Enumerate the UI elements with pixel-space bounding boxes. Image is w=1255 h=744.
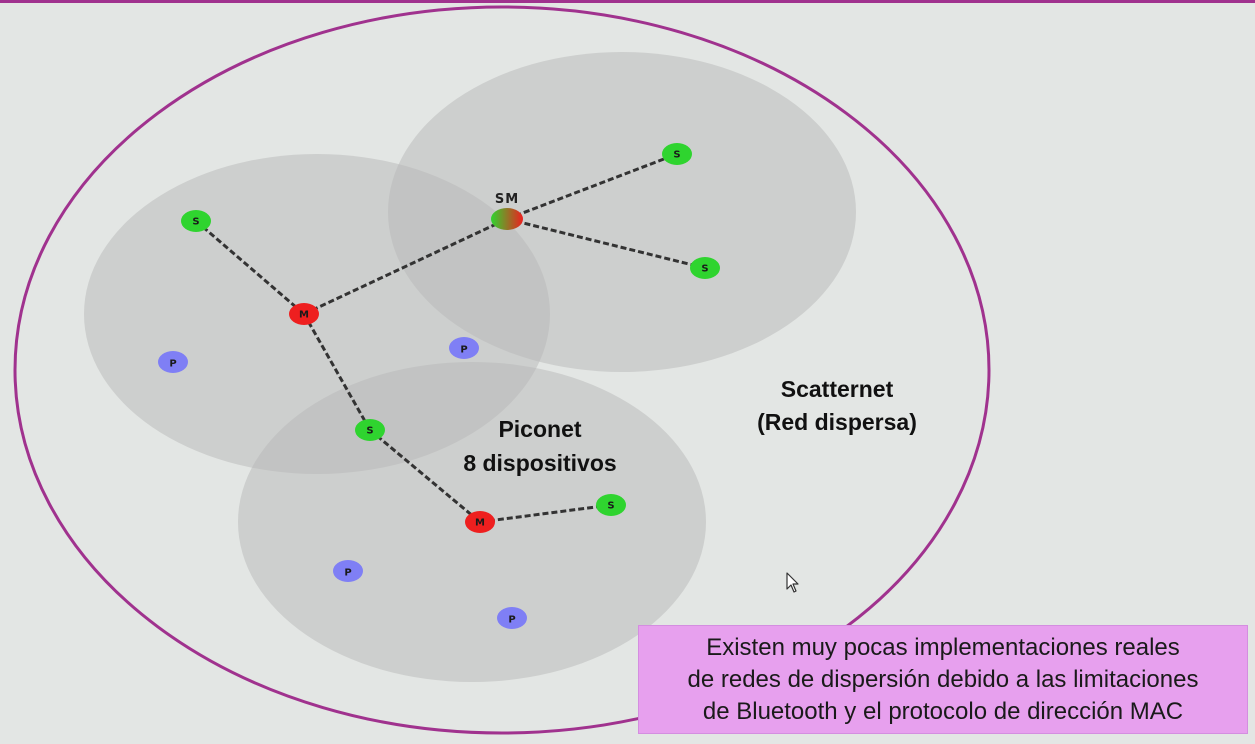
master-node: M [465,511,495,533]
slave-node: S [596,494,626,516]
svg-text:S: S [701,264,708,275]
scatternet-title: Scatternet [781,376,894,402]
svg-text:M: M [299,310,309,321]
svg-text:P: P [344,568,351,579]
parked-node: P [333,560,363,582]
piconet-area-right [388,52,856,372]
link-m1-s-mid [302,313,372,431]
piconet-title: Piconet [498,416,581,442]
scatternet-subtitle: (Red dispersa) [757,409,917,435]
note-line: de redes de dispersión debido a las limi… [687,665,1199,693]
svg-text:P: P [460,345,467,356]
slave-master-node: SM [491,192,523,230]
svg-text:M: M [475,518,485,529]
top-border [0,0,1255,3]
note-line: de Bluetooth y el protocolo de dirección… [702,697,1184,725]
parked-node: P [497,607,527,629]
link-sm-s-right [506,217,706,270]
svg-text:S: S [192,217,199,228]
svg-text:S: S [673,150,680,161]
link-m1-s-top [195,219,305,316]
master-node: M [289,303,319,325]
note-box: Existen muy pocas implementaciones reale… [638,625,1248,734]
slave-node: S [181,210,211,232]
link-m2-s [479,503,612,524]
svg-text:P: P [508,615,515,626]
slave-node: S [690,257,720,279]
slave-node: S [662,143,692,165]
mouse-cursor-icon [786,572,799,593]
scatternet-boundary [13,5,991,735]
sm-label: SM [495,192,519,207]
parked-node: P [158,351,188,373]
svg-text:S: S [607,501,614,512]
slave-node: S [355,419,385,441]
parked-node: P [449,337,479,359]
link-m1-sm [303,217,508,316]
link-s-mid-m2 [369,428,481,524]
note-line: Existen muy pocas implementaciones reale… [706,633,1180,661]
link-sm-s-top [506,152,678,221]
svg-text:S: S [366,426,373,437]
svg-text:P: P [169,359,176,370]
piconet-subtitle: 8 dispositivos [463,450,616,476]
